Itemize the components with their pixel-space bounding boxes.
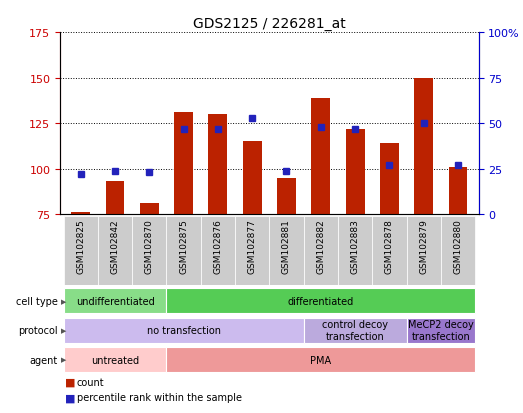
Bar bbox=[71, 213, 90, 215]
FancyBboxPatch shape bbox=[304, 217, 338, 286]
Bar bbox=[449, 168, 468, 215]
Text: untreated: untreated bbox=[91, 355, 139, 365]
Text: ▶: ▶ bbox=[61, 357, 66, 363]
Bar bbox=[174, 113, 193, 215]
Text: GSM102875: GSM102875 bbox=[179, 219, 188, 274]
Text: MeCP2 decoy
transfection: MeCP2 decoy transfection bbox=[408, 320, 474, 341]
Text: GSM102825: GSM102825 bbox=[76, 219, 85, 273]
FancyBboxPatch shape bbox=[269, 217, 304, 286]
Text: control decoy
transfection: control decoy transfection bbox=[322, 320, 388, 341]
Text: agent: agent bbox=[29, 355, 58, 365]
FancyBboxPatch shape bbox=[166, 217, 201, 286]
Text: GSM102882: GSM102882 bbox=[316, 219, 325, 273]
Text: ■: ■ bbox=[65, 377, 76, 387]
Text: ▶: ▶ bbox=[61, 328, 66, 333]
FancyBboxPatch shape bbox=[406, 318, 475, 343]
Text: GSM102879: GSM102879 bbox=[419, 219, 428, 274]
Bar bbox=[311, 98, 330, 215]
Bar bbox=[346, 129, 365, 215]
Title: GDS2125 / 226281_at: GDS2125 / 226281_at bbox=[193, 17, 346, 31]
Bar bbox=[243, 142, 262, 215]
Bar bbox=[106, 182, 124, 215]
Text: GSM102878: GSM102878 bbox=[385, 219, 394, 274]
FancyBboxPatch shape bbox=[132, 217, 166, 286]
Bar bbox=[209, 115, 228, 215]
Text: GSM102881: GSM102881 bbox=[282, 219, 291, 274]
FancyBboxPatch shape bbox=[441, 217, 475, 286]
FancyBboxPatch shape bbox=[64, 347, 166, 373]
FancyBboxPatch shape bbox=[64, 217, 98, 286]
Text: GSM102842: GSM102842 bbox=[110, 219, 120, 273]
FancyBboxPatch shape bbox=[304, 318, 406, 343]
Text: GSM102880: GSM102880 bbox=[453, 219, 462, 274]
FancyBboxPatch shape bbox=[64, 318, 304, 343]
FancyBboxPatch shape bbox=[98, 217, 132, 286]
Bar bbox=[277, 178, 296, 215]
FancyBboxPatch shape bbox=[338, 217, 372, 286]
FancyBboxPatch shape bbox=[201, 217, 235, 286]
Text: GSM102876: GSM102876 bbox=[213, 219, 222, 274]
Text: undifferentiated: undifferentiated bbox=[76, 296, 154, 306]
Text: differentiated: differentiated bbox=[288, 296, 354, 306]
FancyBboxPatch shape bbox=[166, 288, 475, 314]
Text: GSM102870: GSM102870 bbox=[145, 219, 154, 274]
Text: ■: ■ bbox=[65, 392, 76, 402]
FancyBboxPatch shape bbox=[64, 288, 166, 314]
Bar bbox=[140, 204, 159, 215]
FancyBboxPatch shape bbox=[235, 217, 269, 286]
Text: GSM102883: GSM102883 bbox=[350, 219, 360, 274]
Text: cell type: cell type bbox=[16, 296, 58, 306]
Text: count: count bbox=[77, 377, 105, 387]
FancyBboxPatch shape bbox=[166, 347, 475, 373]
Bar bbox=[414, 78, 433, 215]
Text: percentile rank within the sample: percentile rank within the sample bbox=[77, 392, 242, 402]
Text: PMA: PMA bbox=[310, 355, 332, 365]
FancyBboxPatch shape bbox=[372, 217, 406, 286]
Text: protocol: protocol bbox=[18, 325, 58, 335]
Bar bbox=[380, 144, 399, 215]
Text: no transfection: no transfection bbox=[146, 325, 221, 335]
Text: GSM102877: GSM102877 bbox=[248, 219, 257, 274]
Text: ▶: ▶ bbox=[61, 298, 66, 304]
FancyBboxPatch shape bbox=[406, 217, 441, 286]
